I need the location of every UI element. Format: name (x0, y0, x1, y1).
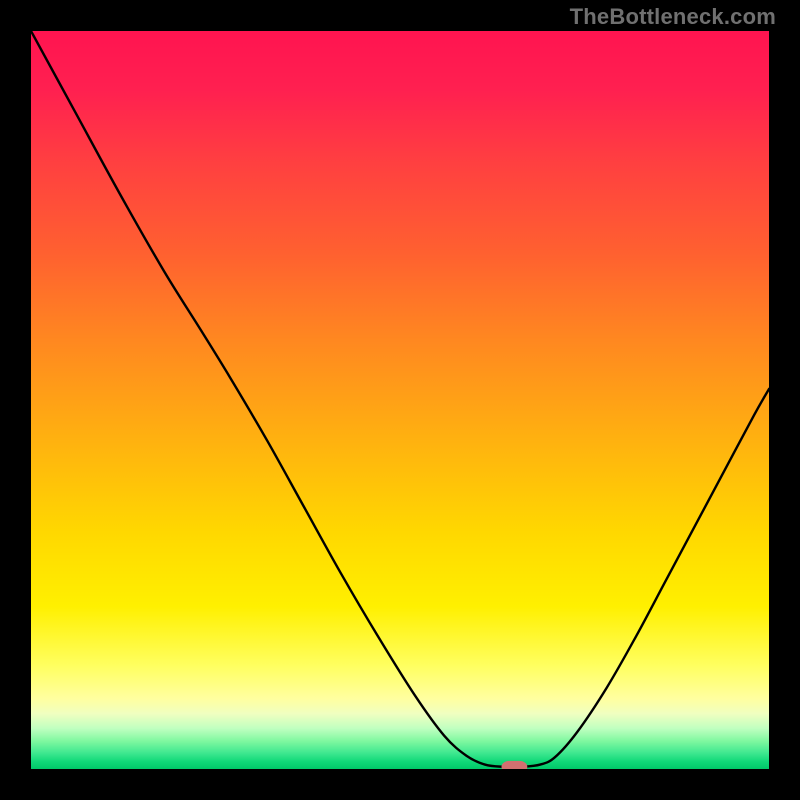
bottleneck-curve-layer (31, 31, 769, 769)
chart-frame: TheBottleneck.com (0, 0, 800, 800)
plot-area (31, 31, 769, 769)
optimal-marker (501, 761, 527, 769)
bottleneck-curve (31, 31, 769, 767)
watermark-text: TheBottleneck.com (570, 4, 776, 30)
